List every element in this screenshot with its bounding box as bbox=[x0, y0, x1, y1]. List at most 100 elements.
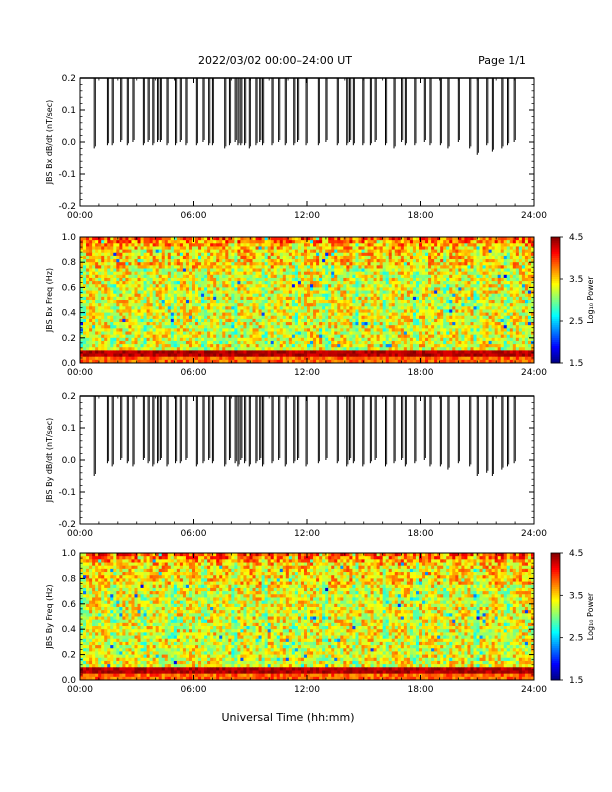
colorbar-segment bbox=[551, 308, 560, 311]
y-tick-label: 1.0 bbox=[62, 233, 77, 243]
colorbar-segment bbox=[551, 291, 560, 295]
x-tick-label: 06:00 bbox=[181, 211, 207, 221]
colorbar-segment bbox=[551, 616, 560, 620]
dbdt-trace bbox=[80, 77, 534, 155]
colorbar-segment bbox=[551, 251, 560, 255]
colorbar-segment bbox=[551, 276, 560, 280]
colorbar-segment bbox=[551, 306, 560, 309]
colorbar-segment bbox=[551, 327, 560, 330]
colorbar-segment bbox=[551, 612, 560, 615]
colorbar-segment bbox=[551, 274, 560, 278]
colorbar-segment bbox=[551, 287, 560, 290]
y-tick-label: 1.0 bbox=[62, 549, 77, 559]
colorbar-segment bbox=[551, 360, 560, 364]
panel-bx-spectrogram: 00:00 06:00 12:00 18:00 24:00 1.0 0.8 0.6 0.4 0.2… bbox=[45, 233, 547, 378]
page-number: Page 1/1 bbox=[478, 54, 526, 67]
y-tick-label: 0.0 bbox=[62, 138, 77, 148]
x-axis-label: Universal Time (hh:mm) bbox=[222, 711, 355, 724]
colorbar-segment bbox=[551, 620, 560, 624]
spectrogram-image bbox=[80, 553, 535, 681]
colorbar-segment bbox=[551, 639, 560, 643]
colorbar-segment bbox=[551, 553, 560, 556]
colorbar-segment bbox=[551, 610, 560, 613]
colorbar-segment bbox=[551, 629, 560, 632]
colorbar-frame bbox=[550, 552, 561, 681]
colorbar-segment bbox=[551, 669, 560, 672]
colorbar-segment bbox=[551, 346, 560, 349]
x-tick-label: 24:00 bbox=[521, 211, 547, 221]
figure-title: 2022/03/02 00:00–24:00 UT bbox=[198, 54, 352, 67]
x-tick-label: 00:00 bbox=[67, 368, 93, 378]
colorbar-segment bbox=[551, 627, 560, 630]
y-tick-label: 0.8 bbox=[62, 574, 77, 584]
colorbar-tick-label: 3.5 bbox=[569, 591, 583, 601]
spectrogram-image bbox=[80, 237, 535, 364]
colorbar-segment bbox=[551, 673, 560, 677]
colorbar-segment bbox=[551, 671, 560, 675]
colorbar-label: Log₁₀ Power bbox=[586, 276, 595, 324]
y-tick-label: 0.6 bbox=[62, 600, 77, 610]
colorbar-segment bbox=[551, 569, 560, 573]
colorbar-segment bbox=[551, 650, 560, 653]
colorbar-segment bbox=[551, 337, 560, 341]
colorbar-segment bbox=[551, 350, 560, 353]
colorbar-segment bbox=[551, 260, 560, 263]
colorbar-segment bbox=[551, 279, 560, 282]
colorbar-segment bbox=[551, 582, 560, 586]
colorbar-segment bbox=[551, 283, 560, 286]
y-axis-label: JBS By dB/dt (nT/sec) bbox=[45, 418, 54, 504]
x-tick-label: 12:00 bbox=[294, 368, 320, 378]
colorbar-tick-label: 4.5 bbox=[569, 549, 583, 559]
colorbar-segment bbox=[551, 239, 560, 242]
colorbar-segment bbox=[551, 255, 560, 259]
colorbar-label: Log₁₀ Power bbox=[586, 592, 595, 640]
x-tick-label: 18:00 bbox=[408, 529, 434, 539]
colorbar-segment bbox=[551, 295, 560, 299]
x-tick-label: 12:00 bbox=[294, 211, 320, 221]
colorbar-segment bbox=[551, 663, 560, 666]
colorbar-segment bbox=[551, 578, 560, 581]
colorbar-segment bbox=[551, 605, 560, 609]
colorbar-segment bbox=[551, 268, 560, 271]
panel-bx-dbdt: 00:00 06:00 12:00 18:00 24:00 0.2 0.1 0.0 -0.1 -0… bbox=[45, 74, 547, 221]
colorbar-segment bbox=[551, 354, 560, 358]
colorbar-segment bbox=[551, 253, 560, 257]
colorbar-segment bbox=[551, 622, 560, 626]
colorbar-segment bbox=[551, 245, 560, 248]
colorbar-segment bbox=[551, 576, 560, 579]
colorbar-segment bbox=[551, 665, 560, 668]
colorbar-segment bbox=[551, 624, 560, 628]
colorbar-segment bbox=[551, 595, 560, 598]
y-axis-label: JBS Bx dB/dt (nT/sec) bbox=[45, 100, 54, 186]
colorbar-segment bbox=[551, 658, 560, 662]
x-tick-label: 00:00 bbox=[67, 529, 93, 539]
colorbar-segment bbox=[551, 356, 560, 360]
colorbar-segment bbox=[551, 331, 560, 334]
colorbar-segment bbox=[551, 318, 560, 322]
colorbar-segment bbox=[551, 597, 560, 600]
colorbar-segment bbox=[551, 667, 560, 670]
colorbar-segment bbox=[551, 352, 560, 355]
colorbar-segment bbox=[551, 633, 560, 636]
colorbar-segment bbox=[551, 561, 560, 564]
colorbar-bx: 4.5 3.5 2.5 1.5 Log₁₀ Power bbox=[550, 233, 595, 369]
colorbar-segment bbox=[551, 358, 560, 362]
colorbar-segment bbox=[551, 555, 560, 558]
colorbar-segment bbox=[551, 270, 560, 274]
colorbar-segment bbox=[551, 335, 560, 339]
colorbar-segment bbox=[551, 557, 560, 560]
y-tick-label: 0.1 bbox=[62, 424, 76, 434]
x-tick-label: 24:00 bbox=[521, 685, 547, 695]
colorbar-segment bbox=[551, 312, 560, 316]
colorbar-segment bbox=[551, 266, 560, 269]
colorbar-segment bbox=[551, 348, 560, 351]
x-tick-label: 18:00 bbox=[408, 211, 434, 221]
dbdt-trace bbox=[80, 395, 534, 476]
colorbar-segment bbox=[551, 321, 560, 324]
colorbar-tick-label: 3.5 bbox=[569, 275, 583, 285]
colorbar-segment bbox=[551, 302, 560, 305]
y-tick-label: -0.1 bbox=[58, 488, 76, 498]
colorbar-segment bbox=[551, 641, 560, 645]
colorbar-tick-label: 4.5 bbox=[569, 233, 583, 243]
